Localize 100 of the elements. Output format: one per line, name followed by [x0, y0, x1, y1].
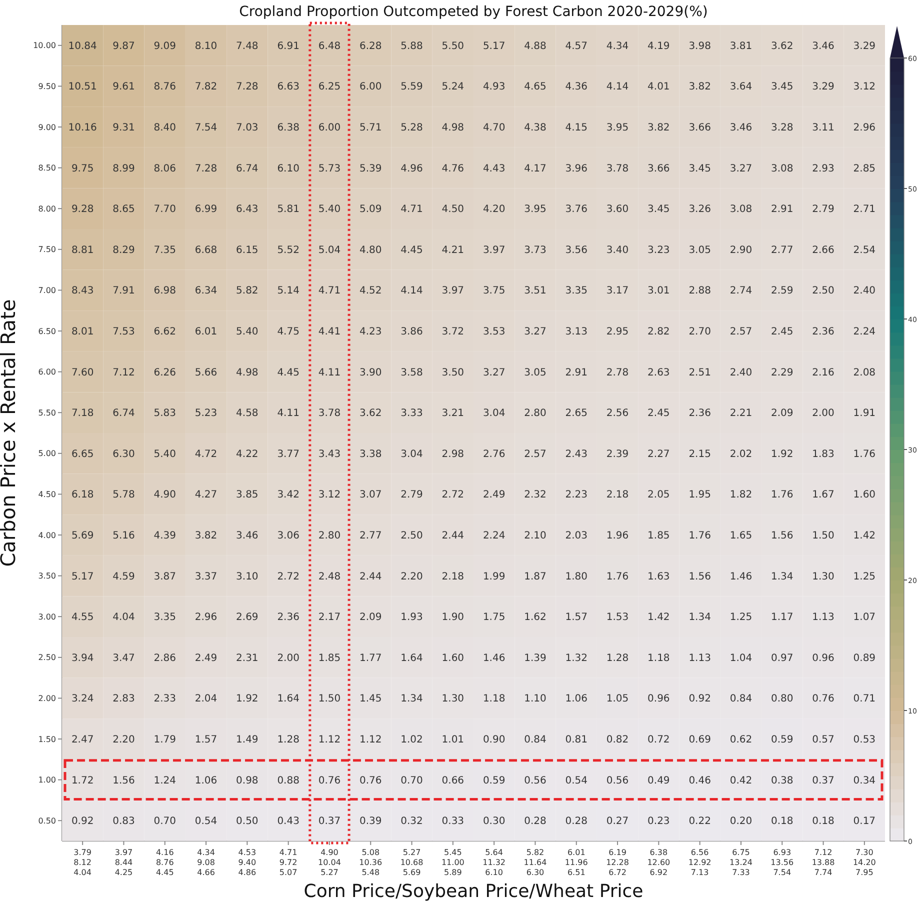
data-label: 0.98	[236, 775, 258, 786]
data-label: 3.58	[400, 367, 423, 378]
data-label: 6.26	[154, 367, 176, 378]
data-label: 3.08	[770, 163, 794, 174]
data-label: 2.45	[770, 326, 794, 338]
data-label: 3.95	[524, 204, 546, 216]
data-label: 0.76	[812, 694, 834, 705]
data-label: 2.71	[853, 204, 876, 216]
data-label: 4.58	[236, 408, 258, 420]
data-label: 3.50	[442, 367, 464, 378]
data-label: 0.88	[277, 775, 300, 786]
data-label: 4.70	[482, 122, 506, 134]
data-label: 6.48	[318, 40, 341, 52]
data-label: 3.85	[236, 490, 258, 501]
data-label: 3.28	[770, 122, 794, 134]
data-label: 3.62	[770, 40, 794, 52]
data-label: 0.17	[853, 816, 876, 828]
data-label: 1.92	[236, 694, 258, 705]
data-label: 2.91	[565, 367, 588, 378]
data-label: 3.17	[606, 286, 629, 297]
data-label: 5.78	[112, 490, 135, 501]
data-label: 4.80	[359, 244, 382, 256]
x-tick-label: 6.38 12.60 6.92	[647, 848, 670, 877]
data-label: 3.06	[277, 530, 300, 542]
data-label: 4.98	[236, 367, 258, 378]
data-label: 5.71	[359, 122, 382, 134]
data-label: 7.60	[71, 367, 94, 378]
x-tick-label: 7.30 14.20 7.95	[852, 848, 876, 877]
data-label: 2.33	[154, 694, 176, 705]
y-tick-label: 4.50	[38, 490, 56, 500]
data-label: 1.13	[688, 652, 711, 664]
data-label: 2.32	[524, 490, 546, 501]
data-label: 4.75	[277, 326, 300, 338]
y-tick-label: 9.50	[38, 82, 56, 92]
data-label: 5.50	[442, 40, 464, 52]
data-label: 3.29	[853, 40, 876, 52]
data-label: 5.73	[318, 163, 341, 174]
data-label: 1.79	[154, 734, 176, 746]
data-label: 4.72	[194, 448, 218, 460]
data-label: 4.36	[565, 82, 588, 93]
data-label: 6.34	[194, 286, 218, 297]
data-label: 2.20	[400, 571, 423, 582]
data-label: 2.18	[606, 490, 629, 501]
data-label: 1.17	[770, 612, 794, 624]
data-label: 0.28	[524, 816, 546, 828]
data-label: 5.17	[71, 571, 94, 582]
data-label: 6.74	[112, 408, 135, 420]
data-label: 1.06	[565, 694, 588, 705]
data-label: 3.47	[112, 652, 135, 664]
data-label: 0.42	[730, 775, 752, 786]
y-tick-label: 5.00	[38, 449, 56, 458]
data-label: 2.76	[482, 448, 506, 460]
data-label: 0.76	[318, 775, 341, 786]
data-label: 2.05	[648, 490, 670, 501]
data-label: 0.23	[648, 816, 670, 828]
data-label: 10.16	[68, 122, 97, 134]
data-label: 3.13	[565, 326, 588, 338]
data-label: 2.24	[853, 326, 876, 338]
data-label: 2.77	[359, 530, 382, 542]
data-label: 1.83	[812, 448, 834, 460]
data-label: 2.57	[730, 326, 752, 338]
data-label: 1.04	[730, 652, 752, 664]
data-label: 2.66	[812, 244, 834, 256]
data-label: 5.16	[112, 530, 135, 542]
data-label: 4.57	[565, 40, 588, 52]
data-label: 4.14	[606, 82, 629, 93]
data-label: 3.53	[482, 326, 506, 338]
x-tick-label: 6.19 12.28 6.72	[606, 848, 629, 877]
data-label: 0.38	[770, 775, 794, 786]
data-label: 7.91	[112, 286, 135, 297]
data-label: 3.72	[442, 326, 464, 338]
data-label: 7.48	[236, 40, 258, 52]
data-label: 2.17	[318, 612, 341, 624]
data-label: 1.06	[194, 775, 218, 786]
data-label: 9.09	[154, 40, 176, 52]
data-label: 1.02	[400, 734, 423, 746]
data-label: 3.08	[730, 204, 752, 216]
data-label: 1.53	[606, 612, 629, 624]
data-label: 1.80	[565, 571, 588, 582]
data-label: 0.82	[606, 734, 629, 746]
data-label: 0.84	[730, 694, 752, 705]
data-label: 3.66	[648, 163, 670, 174]
data-label: 3.46	[236, 530, 258, 542]
data-label: 3.10	[236, 571, 258, 582]
data-label: 3.64	[730, 82, 752, 93]
data-label: 6.18	[71, 490, 94, 501]
data-label: 7.28	[236, 82, 258, 93]
data-label: 4.14	[400, 286, 423, 297]
data-label: 0.80	[770, 694, 794, 705]
data-label: 2.56	[606, 408, 629, 420]
data-label: 2.49	[482, 490, 506, 501]
data-label: 2.00	[277, 652, 300, 664]
data-label: 3.07	[359, 490, 382, 501]
data-label: 2.96	[853, 122, 876, 134]
data-label: 1.67	[812, 490, 834, 501]
data-label: 5.24	[442, 82, 464, 93]
data-label: 1.42	[853, 530, 876, 542]
data-label: 5.81	[277, 204, 300, 216]
data-label: 4.38	[524, 122, 546, 134]
data-label: 6.10	[277, 163, 300, 174]
